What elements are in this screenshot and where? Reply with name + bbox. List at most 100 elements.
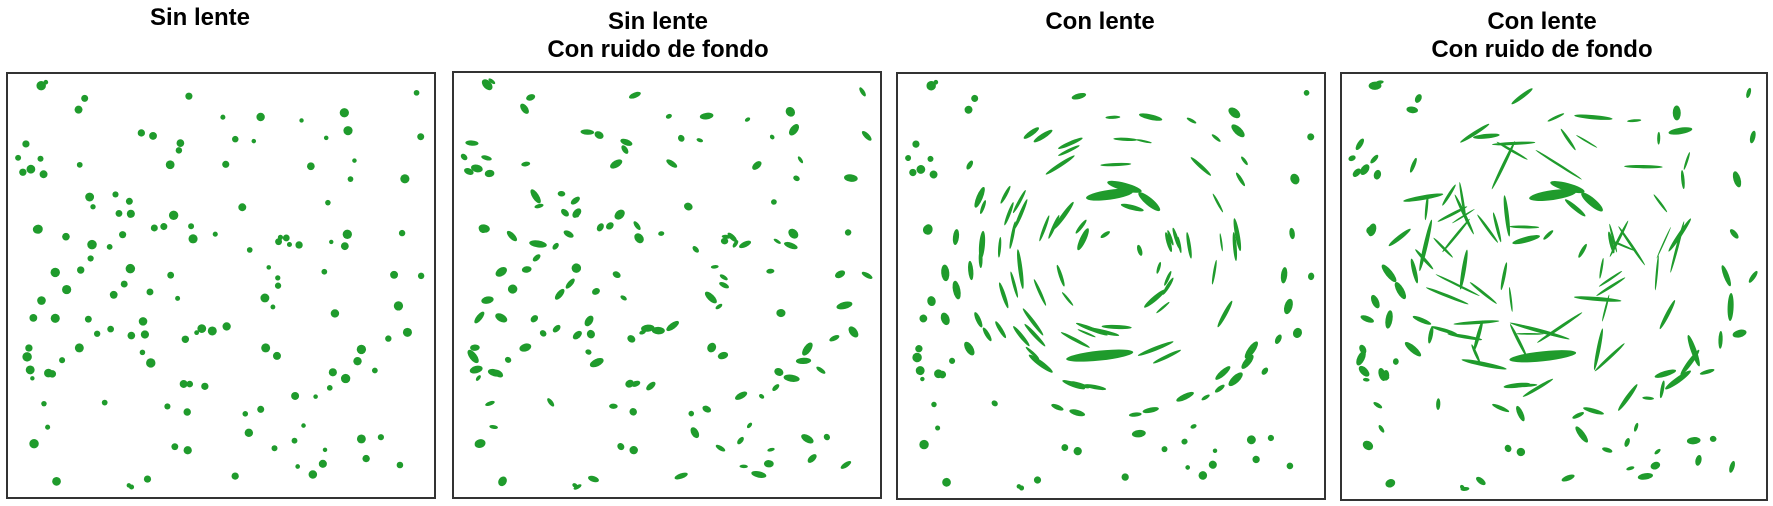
galaxy xyxy=(176,139,185,147)
galaxy xyxy=(1718,330,1723,349)
galaxy xyxy=(770,199,777,205)
galaxy xyxy=(481,296,494,304)
galaxy xyxy=(470,164,483,173)
panel-no-lens-noise xyxy=(452,71,882,499)
galaxy xyxy=(927,296,936,307)
galaxy xyxy=(1699,369,1715,375)
galaxy xyxy=(690,427,700,439)
galaxy xyxy=(1382,369,1390,381)
galaxy xyxy=(521,161,531,167)
galaxy xyxy=(974,186,985,208)
galaxy xyxy=(143,475,152,483)
galaxy xyxy=(1025,346,1040,360)
galaxy xyxy=(861,271,873,279)
galaxy xyxy=(1113,137,1138,142)
galaxy xyxy=(183,408,191,416)
galaxy xyxy=(484,169,495,178)
galaxy xyxy=(29,313,38,322)
galaxy xyxy=(493,369,504,378)
galaxy xyxy=(1028,354,1053,373)
galaxy xyxy=(966,160,974,170)
galaxy xyxy=(692,246,699,253)
galaxy xyxy=(534,203,544,209)
galaxy xyxy=(464,168,474,175)
galaxy xyxy=(1460,484,1465,490)
galaxy xyxy=(1687,335,1700,367)
galaxy xyxy=(519,343,532,352)
galaxy xyxy=(308,470,318,479)
galaxy xyxy=(1657,131,1661,145)
galaxy xyxy=(763,460,774,468)
galaxy xyxy=(752,161,762,170)
galaxy xyxy=(175,295,181,301)
galaxy xyxy=(1727,293,1734,321)
galaxy xyxy=(807,454,817,463)
galaxy xyxy=(1385,479,1396,488)
galaxy xyxy=(1746,87,1752,98)
galaxy xyxy=(62,284,72,295)
galaxy xyxy=(942,477,951,487)
galaxy xyxy=(1654,448,1661,455)
galaxy xyxy=(185,92,193,100)
galaxy xyxy=(949,357,956,364)
galaxy xyxy=(1659,299,1676,330)
galaxy xyxy=(1473,320,1483,352)
galaxy xyxy=(1476,476,1486,486)
galaxy xyxy=(59,357,66,364)
galaxy xyxy=(1370,154,1379,164)
galaxy xyxy=(1508,383,1538,388)
galaxy xyxy=(1516,405,1525,422)
galaxy xyxy=(109,290,118,299)
galaxy xyxy=(570,196,580,205)
galaxy xyxy=(1394,282,1407,300)
galaxy xyxy=(1214,384,1225,393)
galaxy xyxy=(1415,249,1434,270)
lensed-arc xyxy=(1581,192,1603,212)
galaxy xyxy=(971,94,979,102)
galaxy xyxy=(1062,380,1086,390)
galaxy xyxy=(1442,184,1456,206)
galaxy xyxy=(1496,141,1528,160)
galaxy xyxy=(920,376,925,382)
galaxy xyxy=(801,434,814,444)
galaxy xyxy=(274,282,282,289)
galaxy xyxy=(915,366,925,376)
galaxy xyxy=(1075,322,1108,336)
galaxy xyxy=(573,484,582,490)
galaxy xyxy=(77,266,85,274)
galaxy-field-no-lens-noise xyxy=(460,78,873,490)
galaxy xyxy=(321,268,328,275)
galaxy xyxy=(52,476,61,486)
galaxy xyxy=(1360,164,1370,175)
galaxy xyxy=(183,446,192,455)
galaxy xyxy=(1729,229,1739,239)
galaxy xyxy=(1509,225,1540,229)
galaxy xyxy=(231,472,239,480)
galaxy xyxy=(506,230,518,242)
galaxy xyxy=(301,423,306,428)
galaxy xyxy=(1348,155,1356,162)
galaxy xyxy=(498,476,507,487)
galaxy xyxy=(952,280,961,300)
galaxy xyxy=(1252,455,1260,464)
galaxy xyxy=(539,330,547,337)
lensed-arc xyxy=(1529,189,1577,201)
galaxy xyxy=(260,293,270,303)
galaxy xyxy=(1452,209,1475,224)
galaxy xyxy=(1033,129,1053,143)
galaxy xyxy=(688,410,695,417)
galaxy xyxy=(295,464,301,469)
galaxy xyxy=(1161,446,1168,453)
galaxy xyxy=(36,80,46,91)
galaxy xyxy=(127,331,136,340)
galaxy xyxy=(769,134,775,140)
galaxy xyxy=(356,344,367,355)
galaxy xyxy=(1004,202,1014,226)
galaxy xyxy=(641,324,655,332)
galaxy xyxy=(164,403,171,410)
galaxy xyxy=(1100,231,1111,239)
galaxy xyxy=(609,403,618,409)
galaxy xyxy=(272,351,281,360)
galaxy xyxy=(352,158,357,163)
galaxy xyxy=(1069,381,1090,389)
